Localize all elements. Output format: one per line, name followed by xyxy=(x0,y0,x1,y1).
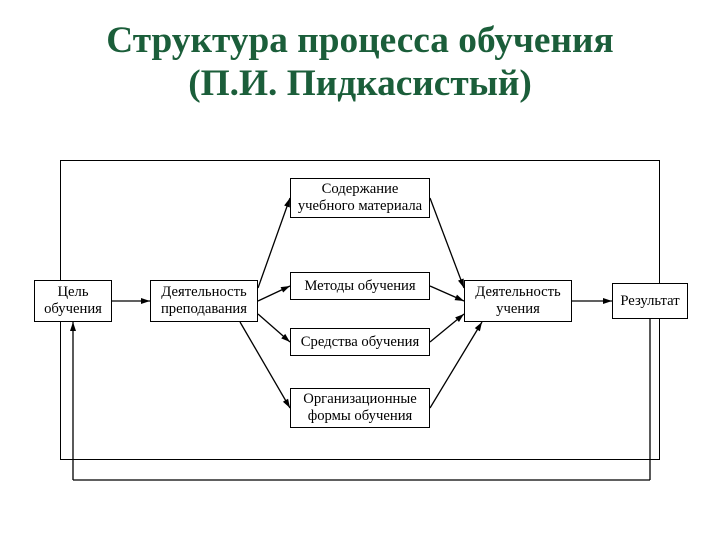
title-line-2: (П.И. Пидкасистый) xyxy=(0,63,720,106)
node-learn-label: Деятельность учения xyxy=(471,284,565,318)
node-teach: Деятельность преподавания xyxy=(150,280,258,322)
node-learn: Деятельность учения xyxy=(464,280,572,322)
diagram-root: Структура процесса обучения (П.И. Пидкас… xyxy=(0,0,720,540)
node-forms: Организационные формы обучения xyxy=(290,388,430,428)
node-methods: Методы обучения xyxy=(290,272,430,300)
node-goal-label: Цель обучения xyxy=(41,284,105,318)
node-teach-label: Деятельность преподавания xyxy=(157,284,251,318)
node-content-label: Содержание учебного материала xyxy=(297,181,423,215)
node-goal: Цель обучения xyxy=(34,280,112,322)
title-line-1: Структура процесса обучения xyxy=(0,20,720,63)
node-means-label: Средства обучения xyxy=(301,334,420,351)
node-content: Содержание учебного материала xyxy=(290,178,430,218)
node-result: Результат xyxy=(612,283,688,319)
node-methods-label: Методы обучения xyxy=(304,278,415,295)
node-result-label: Результат xyxy=(620,293,679,310)
node-forms-label: Организационные формы обучения xyxy=(297,391,423,425)
node-means: Средства обучения xyxy=(290,328,430,356)
slide-title: Структура процесса обучения (П.И. Пидкас… xyxy=(0,0,720,106)
